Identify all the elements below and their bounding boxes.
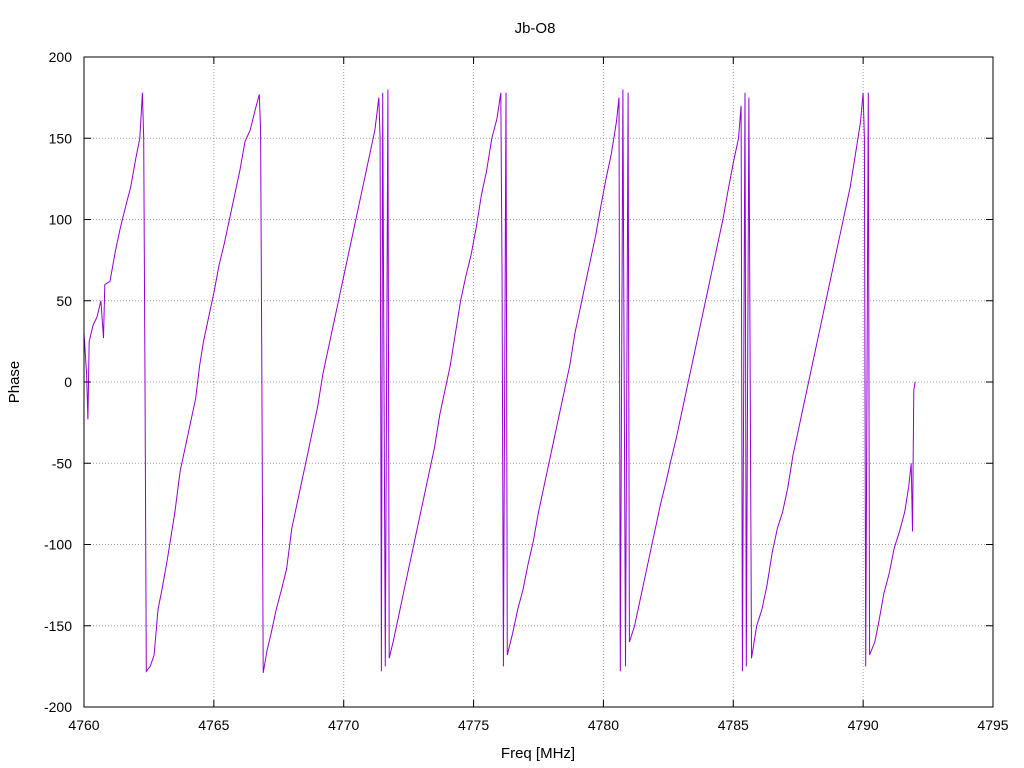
y-tick-label: 100 [49, 212, 73, 228]
grid [84, 57, 993, 707]
x-tick-label: 4770 [328, 717, 359, 733]
y-tick-label: -200 [44, 699, 72, 715]
y-tick-label: 200 [49, 49, 73, 65]
y-axis-label: Phase [6, 361, 23, 404]
y-tick-label: -50 [52, 455, 72, 471]
x-tick-label: 4790 [848, 717, 879, 733]
phase-series-line [83, 89, 916, 673]
x-tick-label: 4795 [977, 717, 1008, 733]
series-layer [83, 89, 916, 673]
tick-marks [83, 56, 994, 708]
plot-frame [83, 56, 994, 708]
chart-title: Jb-O8 [515, 20, 556, 37]
x-tick-label: 4760 [68, 717, 99, 733]
y-tick-label: 0 [64, 374, 72, 390]
y-tick-label: 150 [49, 130, 73, 146]
y-tick-label: -150 [44, 618, 72, 634]
x-axis-label: Freq [MHz] [501, 745, 575, 762]
x-tick-labels: 4760 4765 4770 4775 4780 4785 4790 4795 [68, 717, 1008, 733]
y-tick-label: 50 [56, 293, 72, 309]
x-tick-label: 4785 [718, 717, 749, 733]
x-tick-label: 4780 [588, 717, 619, 733]
x-tick-label: 4775 [458, 717, 489, 733]
y-tick-label: -100 [44, 537, 72, 553]
x-tick-label: 4765 [198, 717, 229, 733]
y-tick-labels: 200 150 100 50 0 -50 -100 -150 -200 [44, 49, 72, 715]
